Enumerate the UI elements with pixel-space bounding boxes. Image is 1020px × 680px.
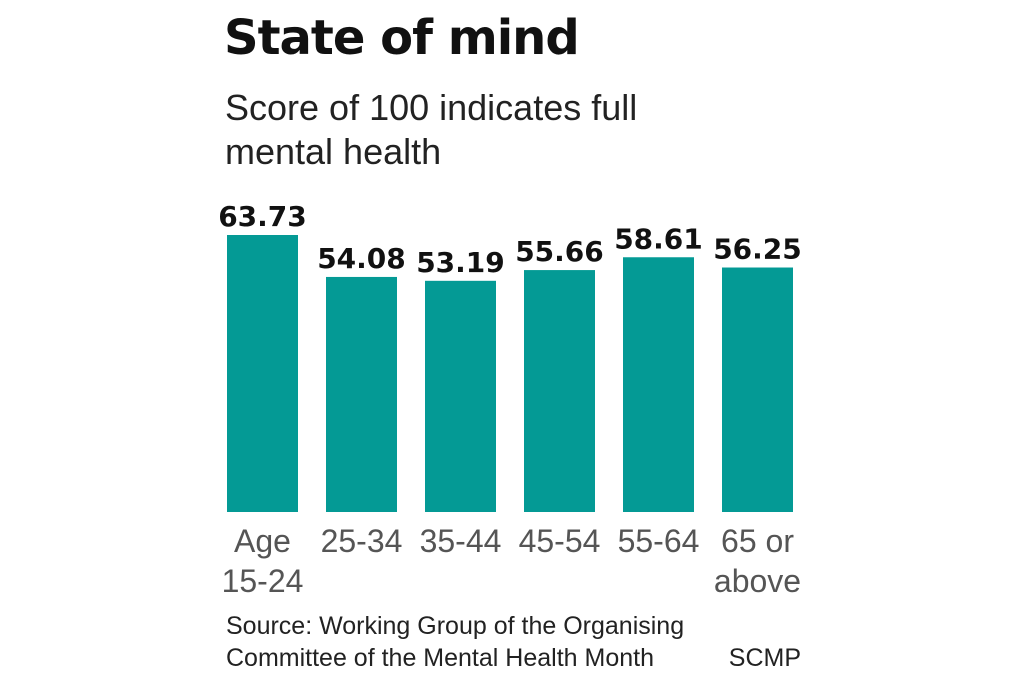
x-tick-label: above: [714, 563, 801, 599]
x-tick-label: 55-64: [618, 523, 700, 559]
bar-value-label: 63.73: [218, 200, 307, 233]
x-tick-label: 35-44: [420, 523, 502, 559]
bar-value-label: 58.61: [614, 222, 703, 255]
x-tick-label: 15-24: [222, 563, 304, 599]
credit-label: SCMP: [728, 644, 801, 672]
chart-footer: Source: Working Group of the Organising …: [226, 610, 801, 674]
x-tick-label: 45-54: [519, 523, 601, 559]
x-tick-label: 25-34: [321, 523, 403, 559]
bar-value-label: 54.08: [317, 242, 406, 275]
chart-title: State of mind: [224, 10, 580, 66]
chart-subtitle: Score of 100 indicates full mental healt…: [225, 87, 638, 172]
bar-value-label: 53.19: [416, 246, 505, 279]
bar-value-label: 56.25: [713, 233, 802, 266]
source-note: Source: Working Group of the Organising …: [226, 612, 685, 672]
bar: [425, 280, 496, 512]
bar: [722, 267, 793, 512]
x-tick-label: Age: [234, 523, 291, 559]
x-tick-label: 65 or: [721, 523, 794, 559]
bar: [326, 276, 397, 512]
bar: [623, 257, 694, 512]
bar-value-label: 55.66: [515, 235, 604, 268]
bar: [227, 235, 298, 512]
bar: [524, 270, 595, 512]
